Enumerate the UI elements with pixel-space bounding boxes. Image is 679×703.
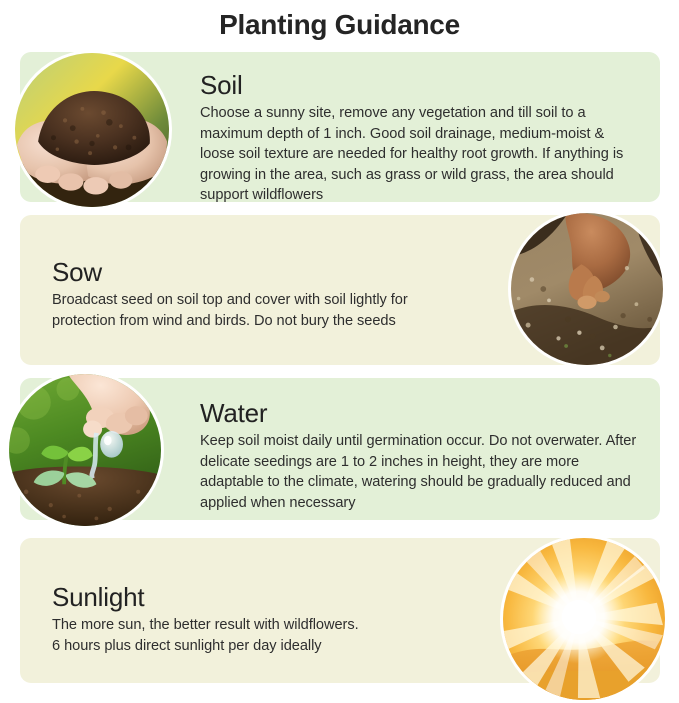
- card-sunlight-body: The more sun, the better result with wil…: [52, 617, 359, 654]
- card-sow-heading: Sow: [52, 257, 102, 287]
- card-soil-text: Soil Choose a sunny site, remove any veg…: [200, 70, 638, 206]
- card-sow-body: Broadcast seed on soil top and cover wit…: [52, 292, 408, 329]
- hand-sowing-seed-photo: [508, 210, 666, 368]
- hand-watering-seedling-photo: [6, 371, 164, 529]
- sun-rays-landscape-photo: [500, 535, 668, 703]
- card-soil-body: Choose a sunny site, remove any vegetati…: [200, 105, 624, 203]
- card-water-heading: Water: [200, 398, 268, 428]
- card-water-text: Water Keep soil moist daily until germin…: [200, 398, 638, 513]
- card-sunlight-text: Sunlight The more sun, the better result…: [52, 582, 475, 656]
- card-sunlight-heading: Sunlight: [52, 582, 145, 612]
- card-water-body: Keep soil moist daily until germination …: [200, 433, 637, 511]
- card-soil-heading: Soil: [200, 70, 243, 100]
- hands-holding-soil-photo: [12, 50, 172, 210]
- guidance-card-list: Soil Choose a sunny site, remove any veg…: [0, 45, 679, 703]
- card-sow-text: Sow Broadcast seed on soil top and cover…: [52, 257, 475, 331]
- page-title: Planting Guidance: [219, 9, 460, 40]
